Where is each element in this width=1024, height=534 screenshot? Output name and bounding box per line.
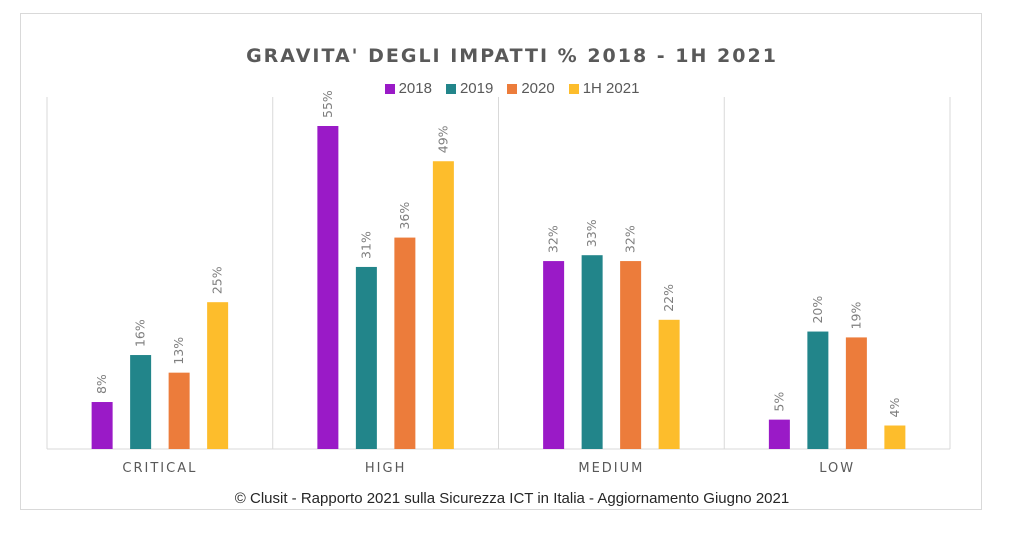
- legend-label: 2020: [521, 80, 555, 97]
- bar-critical-2018: [91, 402, 113, 449]
- category-label-high: HIGH: [365, 461, 406, 476]
- bar-high-1h-2021: [432, 161, 454, 449]
- data-label: 13%: [171, 337, 186, 365]
- bar-high-2019: [355, 266, 377, 449]
- data-label: 32%: [546, 225, 561, 253]
- data-label: 5%: [771, 392, 786, 412]
- bar-medium-2018: [543, 261, 565, 449]
- legend-label: 1H 2021: [582, 80, 640, 97]
- data-label: 31%: [358, 231, 373, 259]
- legend-item-2020: 2020: [507, 80, 555, 97]
- data-label: 4%: [887, 398, 902, 418]
- legend-swatch: [445, 83, 456, 94]
- data-label: 19%: [848, 302, 863, 330]
- bar-medium-2019: [581, 255, 603, 449]
- legend: 2018 2019 2020 1H 2021: [0, 80, 1024, 97]
- bar-critical-2020: [168, 372, 190, 449]
- data-label: 36%: [397, 202, 412, 230]
- bar-low-2019: [807, 331, 829, 449]
- bar-high-2020: [394, 237, 416, 449]
- source-footer: © Clusit - Rapporto 2021 sulla Sicurezza…: [234, 490, 790, 507]
- bar-medium-2020: [620, 261, 642, 449]
- legend-item-1h-2021: 1H 2021: [568, 80, 640, 97]
- legend-item-2019: 2019: [445, 80, 494, 97]
- data-label: 32%: [623, 225, 638, 253]
- bar-medium-1h-2021: [658, 319, 680, 449]
- data-label: 16%: [133, 319, 148, 347]
- data-label: 25%: [210, 266, 225, 294]
- bar-low-2018: [768, 419, 790, 449]
- legend-swatch: [507, 83, 518, 94]
- category-label-critical: CRITICAL: [122, 461, 197, 476]
- legend-item-2018: 2018: [384, 80, 432, 97]
- category-label-low: LOW: [819, 461, 855, 476]
- chart-title: GRAVITA' DEGLI IMPATTI % 2018 - 1H 2021: [246, 45, 778, 67]
- data-label: 8%: [94, 374, 109, 394]
- legend-swatch: [568, 83, 579, 94]
- data-label: 33%: [584, 219, 599, 247]
- legend-label: 2019: [459, 80, 494, 97]
- data-label: 20%: [810, 296, 825, 324]
- category-label-medium: MEDIUM: [578, 461, 644, 476]
- bar-critical-2019: [130, 355, 152, 449]
- legend-label: 2018: [398, 80, 432, 97]
- data-label: 22%: [661, 284, 676, 312]
- bar-low-1h-2021: [884, 425, 906, 449]
- bar-critical-1h-2021: [207, 302, 229, 449]
- data-label: 55%: [320, 90, 335, 118]
- bar-low-2020: [845, 337, 867, 449]
- bar-high-2018: [317, 126, 339, 449]
- data-label: 49%: [435, 125, 450, 153]
- legend-swatch: [384, 83, 395, 94]
